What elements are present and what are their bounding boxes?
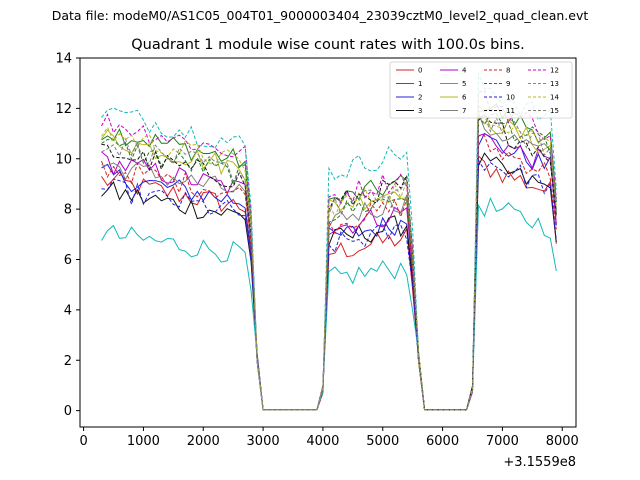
- suptitle: Data file: modeM0/AS1C05_004T01_90000034…: [52, 8, 589, 23]
- y-tick-label: 2: [64, 354, 72, 369]
- chart-title: Quadrant 1 module wise count rates with …: [131, 37, 525, 53]
- x-tick-label: 4000: [306, 434, 339, 449]
- series-line-5: [101, 196, 557, 411]
- y-tick-label: 10: [55, 152, 72, 167]
- y-tick-label: 8: [64, 203, 72, 218]
- series-line-8: [101, 135, 557, 411]
- legend-label-6: 6: [462, 94, 467, 102]
- legend-label-2: 2: [418, 94, 422, 102]
- x-tick-label: 8000: [546, 434, 579, 449]
- legend-label-5: 5: [462, 80, 466, 88]
- axes-frame: [79, 57, 577, 428]
- legend-label-1: 1: [418, 80, 422, 88]
- x-tick-label: 0: [79, 434, 87, 449]
- y-tick-label: 4: [64, 303, 72, 318]
- legend-label-8: 8: [506, 67, 510, 75]
- x-tick-label: 3000: [247, 434, 280, 449]
- legend-label-9: 9: [506, 80, 510, 88]
- y-tick-label: 12: [55, 102, 72, 117]
- series-line-10: [101, 158, 557, 411]
- y-axis: 0 2 4 6 8 10 12 14: [55, 52, 80, 419]
- legend-label-3: 3: [418, 107, 422, 115]
- legend-box: [389, 61, 573, 119]
- legend-label-14: 14: [550, 94, 559, 102]
- legend-label-13: 13: [550, 80, 559, 88]
- y-tick-label: 0: [64, 404, 72, 419]
- y-tick-label: 14: [55, 52, 72, 67]
- x-axis-offset-label: +3.1559e8: [503, 455, 576, 470]
- y-tick-label: 6: [64, 253, 72, 268]
- legend-label-10: 10: [506, 94, 515, 102]
- legend-label-4: 4: [462, 67, 467, 75]
- legend-label-0: 0: [418, 67, 422, 75]
- x-tick-label: 5000: [366, 434, 399, 449]
- x-axis: 0 1000 2000 3000 4000 5000 6000 7000 8000: [79, 427, 579, 449]
- x-tick-label: 7000: [486, 434, 519, 449]
- x-tick-label: 6000: [426, 434, 459, 449]
- x-tick-label: 2000: [187, 434, 220, 449]
- legend-label-12: 12: [550, 67, 559, 75]
- legend-label-11: 11: [506, 107, 515, 115]
- x-tick-label: 1000: [127, 434, 160, 449]
- legend-label-7: 7: [462, 107, 466, 115]
- legend-label-15: 15: [550, 107, 559, 115]
